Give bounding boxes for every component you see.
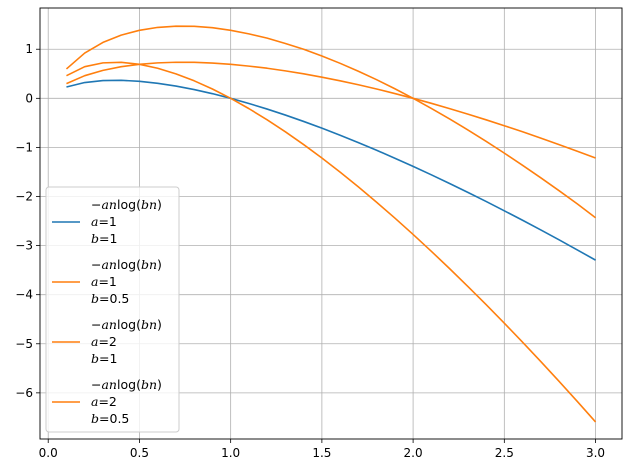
- legend-a-label-1: a=1: [91, 214, 117, 229]
- x-tick-label: 2.5: [495, 446, 514, 460]
- x-tick-label: 0.5: [130, 446, 149, 460]
- legend-b-label-1: b=1: [91, 231, 117, 246]
- legend-formula-3: −anlog(bn): [91, 317, 162, 332]
- x-tick-label: 1.5: [312, 446, 331, 460]
- legend-b-label-4: b=0.5: [91, 411, 129, 426]
- legend: −anlog(bn) a=1 b=1 −anlog(bn) a=1 b=0.5 −anlog…: [45, 186, 180, 433]
- legend-box: [45, 186, 180, 433]
- legend-a-label-4: a=2: [91, 394, 117, 409]
- series-line-2: [66, 61, 596, 159]
- y-tick-label: −2: [15, 190, 33, 204]
- legend-formula-4: −anlog(bn): [91, 377, 162, 392]
- x-tick-label: 0.0: [39, 446, 58, 460]
- series-lines: [65, 25, 597, 423]
- series-line-4: [65, 25, 597, 219]
- y-tick-label: −3: [15, 239, 33, 253]
- legend-formula-2: −anlog(bn): [91, 257, 162, 272]
- legend-a-label-3: a=2: [91, 334, 117, 349]
- x-tick-label: 2.0: [404, 446, 423, 460]
- x-tick-label: 1.0: [221, 446, 240, 460]
- axis-ticks: 0.0 0.5 1.0 1.5 2.0 2.5 3.0 1 0 −1 −2 −3 −4 −5 −6: [15, 42, 605, 460]
- y-tick-label: −4: [15, 288, 33, 302]
- legend-formula-1: −anlog(bn): [91, 197, 162, 212]
- y-tick-label: 1: [25, 42, 33, 56]
- y-tick-label: −1: [15, 140, 33, 154]
- series-line-3: [66, 61, 597, 423]
- y-tick-label: −5: [15, 337, 33, 351]
- x-tick-label: 3.0: [586, 446, 605, 460]
- plot-frame: [39, 7, 623, 440]
- y-tick-label: 0: [25, 91, 33, 105]
- legend-b-label-2: b=0.5: [91, 291, 129, 306]
- y-tick-label: −6: [15, 386, 33, 400]
- legend-b-label-3: b=1: [91, 351, 117, 366]
- legend-a-label-2: a=1: [91, 274, 117, 289]
- series-line-1: [66, 79, 596, 261]
